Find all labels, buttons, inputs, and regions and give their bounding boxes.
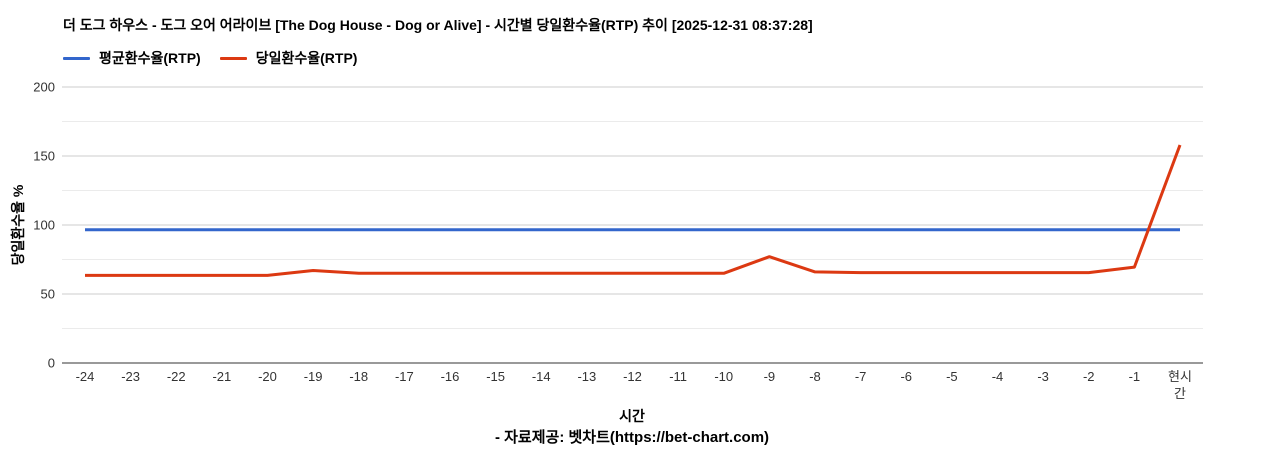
x-tick-label: -12 xyxy=(623,369,642,384)
daily-rtp-line-swatch xyxy=(219,56,247,60)
x-tick-label: -4 xyxy=(992,369,1004,384)
x-tick-label: -13 xyxy=(577,369,596,384)
average-rtp-line-swatch xyxy=(63,56,90,60)
x-tick-label: -9 xyxy=(764,369,776,384)
chart-legend: 평균환수율(RTP) 당일환수율(RTP) xyxy=(63,48,357,68)
chart-title: 더 도그 하우스 - 도그 오어 어라이브 [The Dog House - D… xyxy=(63,17,813,33)
y-tick-label: 200 xyxy=(33,80,55,95)
x-tick-label: -20 xyxy=(258,369,277,384)
legend-label-daily-rtp: 당일환수율(RTP) xyxy=(255,50,358,66)
y-tick-label: 100 xyxy=(33,218,55,233)
x-tick-label: -16 xyxy=(441,369,460,384)
legend-item-average-rtp: 평균환수율(RTP) xyxy=(63,48,201,68)
x-tick-label: -11 xyxy=(669,369,687,384)
x-axis-title: 시간 xyxy=(619,408,645,424)
x-tick-label: -14 xyxy=(532,369,551,384)
x-tick-label: -21 xyxy=(212,369,231,384)
x-tick-label: -24 xyxy=(76,369,95,384)
series-line-daily-rtp xyxy=(85,144,1182,277)
x-tick-label: -1 xyxy=(1129,369,1141,384)
x-tick-label: -3 xyxy=(1037,369,1049,384)
legend-item-daily-rtp: 당일환수율(RTP) xyxy=(219,48,358,68)
x-tick-label: -5 xyxy=(946,369,958,384)
legend-label-average-rtp: 평균환수율(RTP) xyxy=(99,50,201,66)
x-tick-label: -7 xyxy=(855,369,867,384)
x-tick-label: -22 xyxy=(167,369,186,384)
x-tick-label: -23 xyxy=(121,369,140,384)
x-tick-label: -15 xyxy=(486,369,505,384)
y-tick-label: 150 xyxy=(33,149,55,164)
y-tick-label: 50 xyxy=(41,287,55,302)
x-tick-label: -10 xyxy=(714,369,733,384)
x-tick-label: -8 xyxy=(809,369,821,384)
data-source-credit: - 자료제공: 벳차트(https://bet-chart.com) xyxy=(494,429,770,446)
x-tick-label: -6 xyxy=(900,369,912,384)
x-tick-label: -2 xyxy=(1083,369,1095,384)
x-tick-label: -19 xyxy=(304,369,323,384)
x-tick-label: -18 xyxy=(349,369,368,384)
x-tick-label: -17 xyxy=(395,369,414,384)
y-tick-label: 0 xyxy=(48,356,55,371)
x-tick-label: 현시 간 xyxy=(1168,369,1192,401)
